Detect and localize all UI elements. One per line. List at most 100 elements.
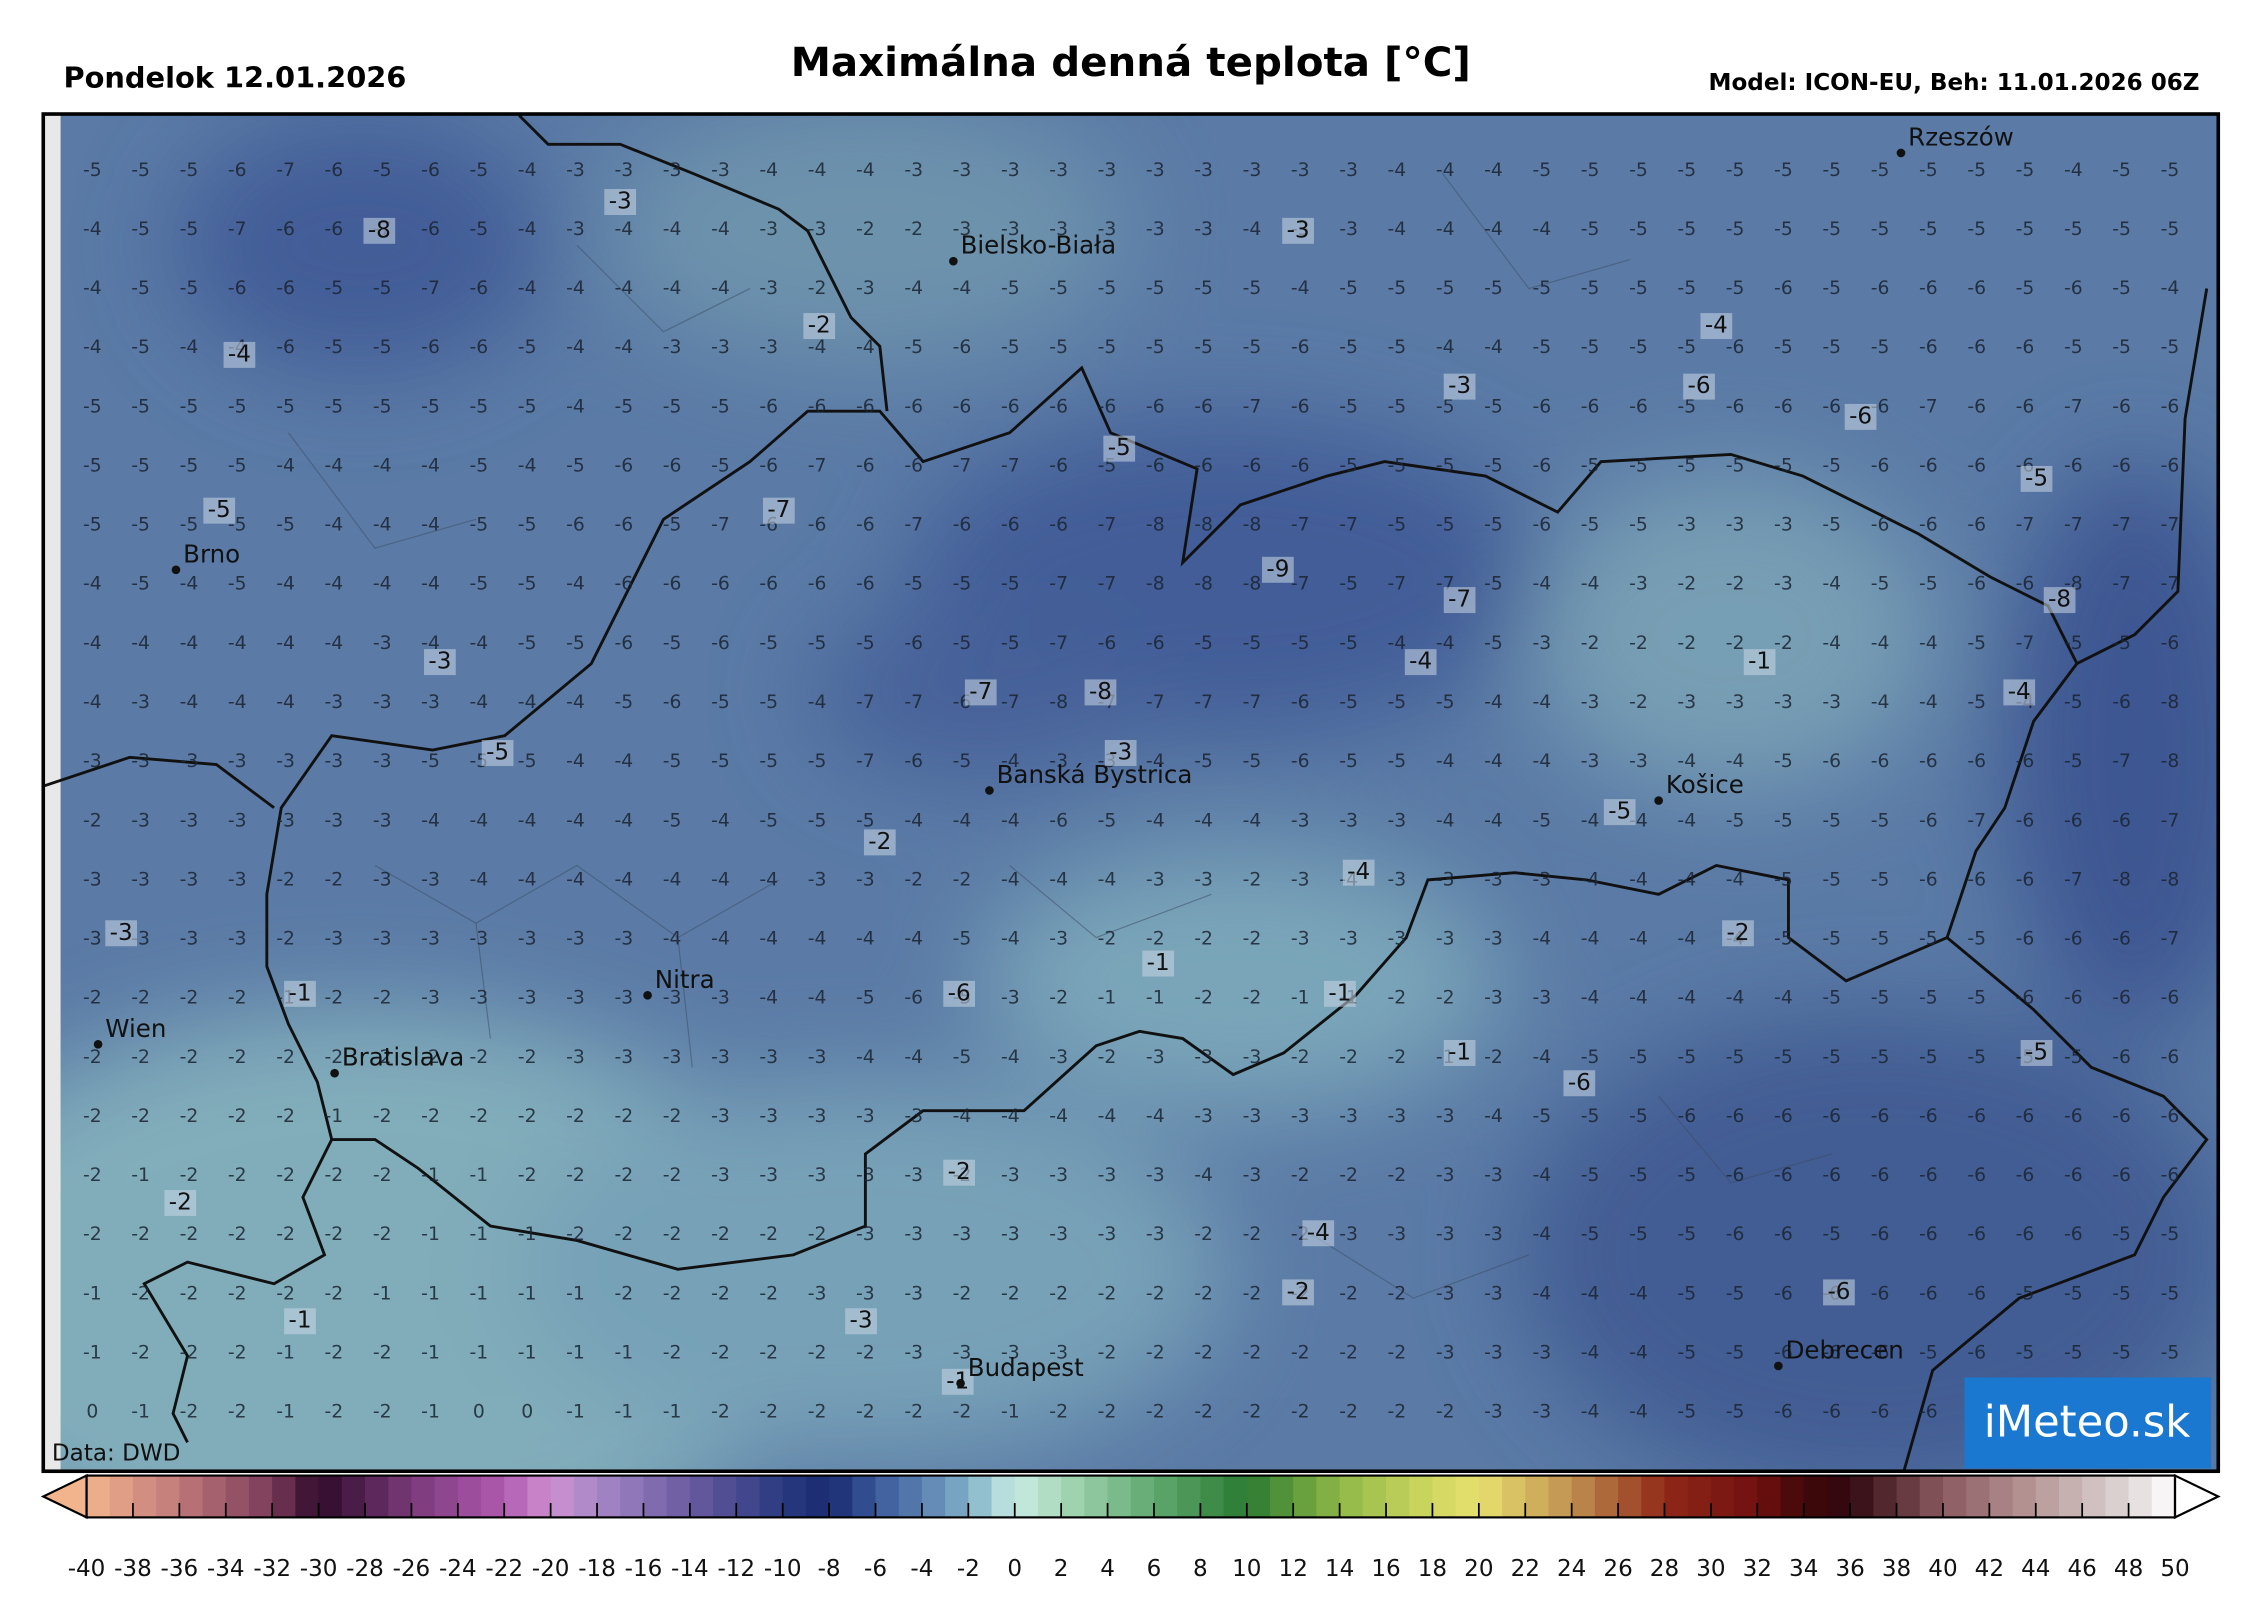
city-name: Rzeszów — [1908, 123, 2014, 152]
grid-value: -2 — [325, 1342, 344, 1363]
grid-value: -6 — [1871, 455, 1890, 476]
colorbar-tick-label: -40 — [68, 1556, 106, 1582]
grid-value: -7 — [2161, 574, 2180, 595]
grid-value: -6 — [759, 396, 778, 417]
grid-value: -4 — [1677, 810, 1696, 831]
grid-value: -6 — [1049, 455, 1068, 476]
grid-value: -3 — [1291, 810, 1310, 831]
grid-value: -4 — [1532, 751, 1551, 772]
grid-value: -5 — [1146, 278, 1165, 299]
grid-value: -2 — [663, 1342, 682, 1363]
extreme-value: -3 — [1287, 217, 1310, 243]
grid-value: -5 — [1581, 219, 1600, 240]
grid-value: -1 — [276, 1402, 295, 1423]
grid-value: -7 — [1243, 692, 1262, 713]
grid-value: -3 — [856, 1224, 875, 1245]
grid-value: -6 — [904, 751, 923, 772]
grid-value: -4 — [566, 278, 585, 299]
grid-value: -4 — [1871, 692, 1890, 713]
grid-value: -6 — [1049, 515, 1068, 536]
grid-value: -2 — [469, 1047, 488, 1068]
grid-value: -6 — [1581, 396, 1600, 417]
grid-value: -7 — [228, 219, 247, 240]
grid-value: -4 — [1436, 160, 1455, 181]
grid-value: -5 — [1001, 633, 1020, 654]
grid-value: -2 — [325, 988, 344, 1009]
grid-value: -4 — [808, 337, 827, 358]
grid-value: -7 — [2016, 633, 2035, 654]
grid-value: -2 — [325, 1047, 344, 1068]
grid-value: -5 — [1194, 278, 1213, 299]
colorbar-tick-label: -18 — [578, 1556, 616, 1582]
grid-value: -4 — [1436, 751, 1455, 772]
grid-value: -6 — [1677, 1106, 1696, 1127]
grid-value: -3 — [1146, 1165, 1165, 1186]
grid-value: -3 — [1146, 869, 1165, 890]
grid-value: -6 — [1822, 396, 1841, 417]
grid-value: -7 — [2161, 810, 2180, 831]
colorbar-segment — [1966, 1475, 1991, 1518]
colorbar-segment — [481, 1475, 506, 1518]
grid-value: -2 — [1098, 1342, 1117, 1363]
grid-value: -5 — [421, 751, 440, 772]
grid-value: -3 — [566, 219, 585, 240]
grid-value: -8 — [1049, 692, 1068, 713]
grid-value: -2 — [1774, 633, 1793, 654]
colorbar-segment — [1037, 1475, 1063, 1518]
grid-value: -4 — [1484, 751, 1503, 772]
extreme-value: -1 — [1448, 1039, 1471, 1065]
grid-value: -5 — [1581, 1106, 1600, 1127]
colorbar-segment — [968, 1475, 993, 1518]
grid-value: -6 — [2016, 988, 2035, 1009]
grid-value: -5 — [1677, 1047, 1696, 1068]
grid-value: -1 — [469, 1342, 488, 1363]
grid-value: -5 — [469, 160, 488, 181]
grid-value: -2 — [421, 1106, 440, 1127]
extreme-box — [1104, 739, 1137, 766]
extreme-value: -2 — [1287, 1279, 1310, 1305]
grid-value: -3 — [421, 929, 440, 950]
grid-value: -3 — [1484, 1165, 1503, 1186]
grid-value: -3 — [1726, 515, 1745, 536]
grid-value: -8 — [1243, 515, 1262, 536]
grid-value: -2 — [1146, 1342, 1165, 1363]
grid-value: -6 — [2112, 929, 2131, 950]
grid-value: -6 — [2016, 869, 2035, 890]
extreme-box — [762, 497, 795, 524]
grid-value: -4 — [711, 278, 730, 299]
extreme-box — [363, 217, 396, 244]
grid-value: -4 — [1629, 1283, 1648, 1304]
grid-value: -4 — [953, 278, 972, 299]
grid-value: -5 — [1629, 1224, 1648, 1245]
colorbar-segment — [713, 1475, 738, 1518]
colorbar-segment — [1571, 1475, 1596, 1518]
grid-value: -6 — [2161, 455, 2180, 476]
city-dot — [330, 1068, 339, 1078]
grid-value: -3 — [759, 1106, 778, 1127]
grid-value: -6 — [1919, 1106, 1938, 1127]
grid-value: -5 — [1822, 455, 1841, 476]
grid-value: -7 — [711, 515, 730, 536]
grid-value: -5 — [953, 751, 972, 772]
grid-value: -5 — [1243, 278, 1262, 299]
grid-value: -3 — [180, 810, 199, 831]
extreme-box — [1722, 920, 1754, 947]
grid-value: -5 — [663, 515, 682, 536]
extreme-value: -2 — [1726, 920, 1749, 946]
grid-value: -3 — [759, 278, 778, 299]
grid-value: -6 — [614, 574, 633, 595]
grid-value: -6 — [1919, 337, 1938, 358]
extreme-value: -3 — [1109, 739, 1132, 765]
grid-value: -2 — [276, 1106, 295, 1127]
extreme-box — [2020, 465, 2053, 492]
grid-value: -6 — [1146, 455, 1165, 476]
grid-value: -3 — [856, 1106, 875, 1127]
grid-value: -6 — [2016, 751, 2035, 772]
grid-value: -5 — [469, 396, 488, 417]
colorbar-segment — [2058, 1475, 2084, 1518]
grid-value: -5 — [1871, 219, 1890, 240]
grid-value: -4 — [566, 810, 585, 831]
grid-value: -2 — [1484, 1047, 1503, 1068]
grid-value: -4 — [1001, 751, 1020, 772]
extreme-box — [284, 980, 316, 1007]
